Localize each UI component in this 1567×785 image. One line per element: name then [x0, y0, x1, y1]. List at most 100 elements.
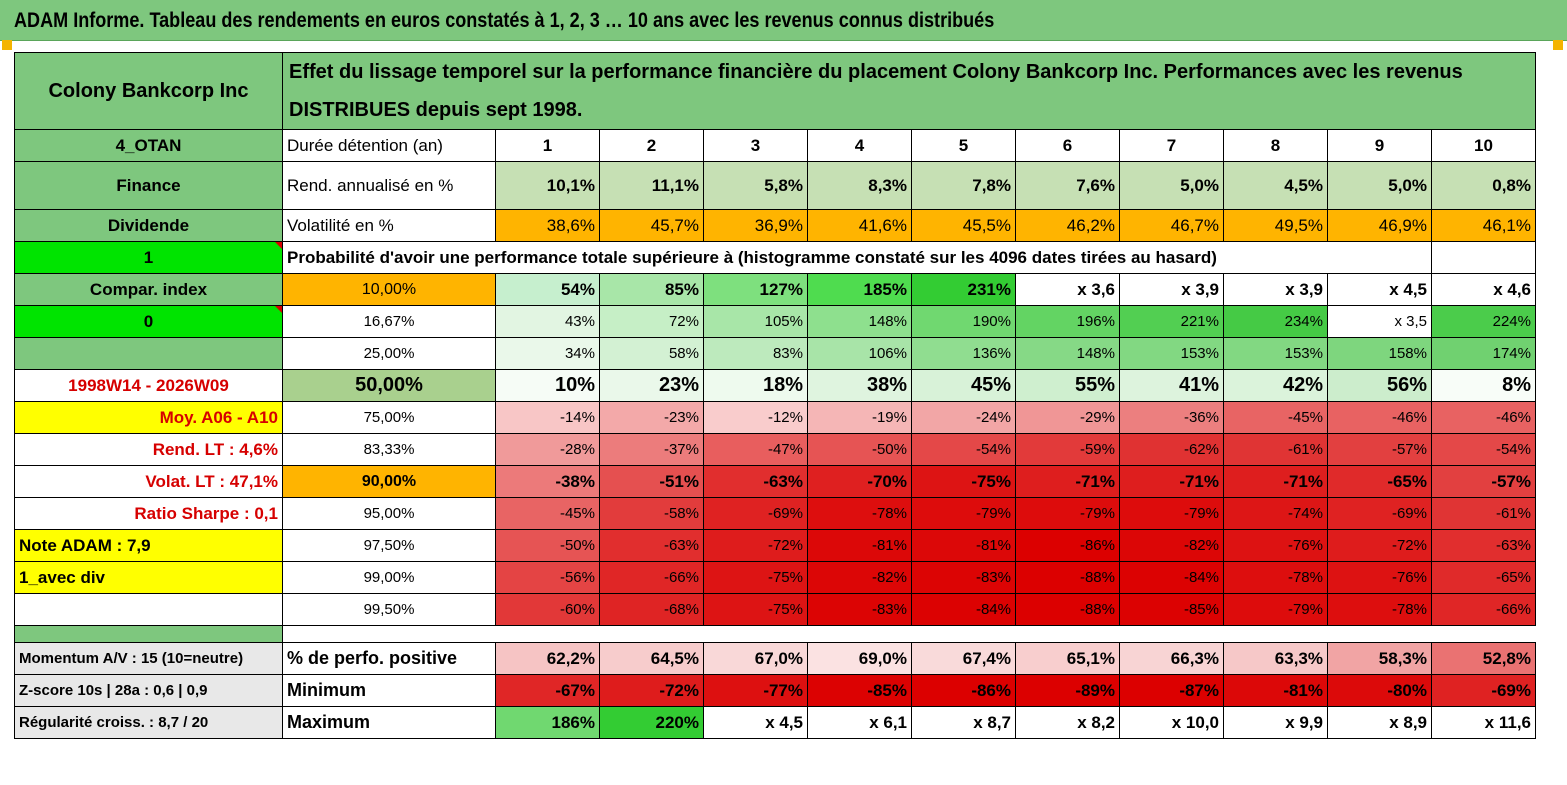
performance-cell: -45%	[1223, 401, 1328, 434]
performance-cell: -56%	[495, 561, 600, 594]
performance-cell: -71%	[1223, 465, 1328, 498]
performance-cell: -88%	[1015, 561, 1120, 594]
summary-cell: 52,8%	[1431, 642, 1536, 675]
performance-cell: -79%	[1223, 593, 1328, 626]
row-metric-label: Volatilité en %	[282, 209, 496, 242]
performance-cell: 153%	[1119, 337, 1224, 370]
performance-cell: -60%	[495, 593, 600, 626]
performance-cell: -84%	[911, 593, 1016, 626]
page-title: ADAM Informe. Tableau des rendements en …	[14, 9, 995, 32]
performance-cell: 56%	[1327, 369, 1432, 402]
summary-cell: 63,3%	[1223, 642, 1328, 675]
value-cell: 9	[1327, 129, 1432, 162]
spacer-cell	[14, 625, 283, 643]
performance-cell: -37%	[599, 433, 704, 466]
performance-cell: x 3,9	[1223, 273, 1328, 306]
value-cell: 46,9%	[1327, 209, 1432, 242]
performance-cell: -65%	[1327, 465, 1432, 498]
value-cell: 2	[599, 129, 704, 162]
performance-cell: -79%	[1119, 497, 1224, 530]
quantile-row: 0 16,67% 43% 72% 105% 148% 190% 196% 221% 234% x 3…	[14, 305, 1536, 338]
performance-cell: 55%	[1015, 369, 1120, 402]
value-cell: 0,8%	[1431, 161, 1536, 210]
summary-cell: x 10,0	[1119, 706, 1224, 739]
value-cell: 4	[807, 129, 912, 162]
row-metric-label: Minimum	[282, 674, 496, 707]
summary-row: Régularité croiss. : 8,7 / 20 Maximum 186%…	[14, 706, 1536, 739]
summary-cell: 62,2%	[495, 642, 600, 675]
quantile-row: Moy. A06 - A10 75,00% -14% -23% -12% -19% -24%…	[14, 401, 1536, 434]
row-side-label: Régularité croiss. : 8,7 / 20	[14, 706, 283, 739]
performance-cell: -19%	[807, 401, 912, 434]
summary-cell: -89%	[1015, 674, 1120, 707]
summary-cell: 220%	[599, 706, 704, 739]
quantile-threshold: 25,00%	[282, 337, 496, 370]
value-cell: 10,1%	[495, 161, 600, 210]
performance-cell: x 4,5	[1327, 273, 1432, 306]
performance-cell: -88%	[1015, 593, 1120, 626]
info-row: Dividende Volatilité en % 38,6% 45,7% 36,9% 4…	[14, 209, 1536, 242]
performance-cell: -82%	[1119, 529, 1224, 562]
summary-cell: 58,3%	[1327, 642, 1432, 675]
quantile-threshold: 50,00%	[282, 369, 496, 402]
performance-cell: -78%	[807, 497, 912, 530]
value-cell: 11,1%	[599, 161, 704, 210]
performance-cell: -79%	[1015, 497, 1120, 530]
summary-cell: 66,3%	[1119, 642, 1224, 675]
summary-cell: -80%	[1327, 674, 1432, 707]
performance-cell: 38%	[807, 369, 912, 402]
row-side-label: 1998W14 - 2026W09	[14, 369, 283, 402]
performance-cell: -66%	[1431, 593, 1536, 626]
performance-cell: -79%	[911, 497, 1016, 530]
row-side-label: Compar. index	[14, 273, 283, 306]
probability-caption: Probabilité d'avoir une performance tota…	[282, 241, 1432, 274]
quantile-threshold: 99,50%	[282, 593, 496, 626]
quantile-row: 1_avec div 99,00% -56% -66% -75% -82% -83% -88%…	[14, 561, 1536, 594]
performance-cell: 153%	[1223, 337, 1328, 370]
quantile-row: Compar. index 10,00% 54% 85% 127% 185% 231% x 3…	[14, 273, 1536, 306]
row-metric-label: Rend. annualisé en %	[282, 161, 496, 210]
performance-cell: -24%	[911, 401, 1016, 434]
performance-cell: -50%	[807, 433, 912, 466]
summary-cell: 186%	[495, 706, 600, 739]
performance-cell: 224%	[1431, 305, 1536, 338]
performance-cell: -78%	[1327, 593, 1432, 626]
summary-cell: x 11,6	[1431, 706, 1536, 739]
performance-cell: 234%	[1223, 305, 1328, 338]
performance-cell: x 3,9	[1119, 273, 1224, 306]
row-side-label: Finance	[14, 161, 283, 210]
value-cell: 5,0%	[1119, 161, 1224, 210]
quantile-threshold: 75,00%	[282, 401, 496, 434]
summary-cell: x 9,9	[1223, 706, 1328, 739]
returns-table: Colony Bankcorp Inc Effet du lissage tem…	[14, 52, 1536, 739]
quantile-threshold: 90,00%	[282, 465, 496, 498]
value-cell: 41,6%	[807, 209, 912, 242]
company-name: Colony Bankcorp Inc	[14, 52, 283, 130]
performance-cell: -36%	[1119, 401, 1224, 434]
performance-cell: -58%	[599, 497, 704, 530]
performance-cell: -63%	[1431, 529, 1536, 562]
row-side-label: 1_avec div	[14, 561, 283, 594]
performance-cell: -86%	[1015, 529, 1120, 562]
performance-cell: -63%	[703, 465, 808, 498]
performance-cell: 158%	[1327, 337, 1432, 370]
value-cell: 7	[1119, 129, 1224, 162]
corner-marker	[1553, 40, 1563, 50]
header-row: Colony Bankcorp Inc Effet du lissage tem…	[14, 52, 1536, 130]
performance-cell: -46%	[1327, 401, 1432, 434]
row-side-label: Dividende	[14, 209, 283, 242]
value-cell: 7,8%	[911, 161, 1016, 210]
performance-cell: -70%	[807, 465, 912, 498]
performance-cell: -54%	[911, 433, 1016, 466]
performance-cell: -84%	[1119, 561, 1224, 594]
row-side-label	[14, 337, 283, 370]
value-cell: 1	[495, 129, 600, 162]
quantile-row: 99,50% -60% -68% -75% -83% -84% -88% -85% -79% -7…	[14, 593, 1536, 626]
value-cell: 46,7%	[1119, 209, 1224, 242]
row-side-label: Momentum A/V : 15 (10=neutre)	[14, 642, 283, 675]
value-cell: 36,9%	[703, 209, 808, 242]
performance-cell: -75%	[911, 465, 1016, 498]
row-side-label: Rend. LT : 4,6%	[14, 433, 283, 466]
performance-cell: -59%	[1015, 433, 1120, 466]
corner-marker	[2, 40, 12, 50]
